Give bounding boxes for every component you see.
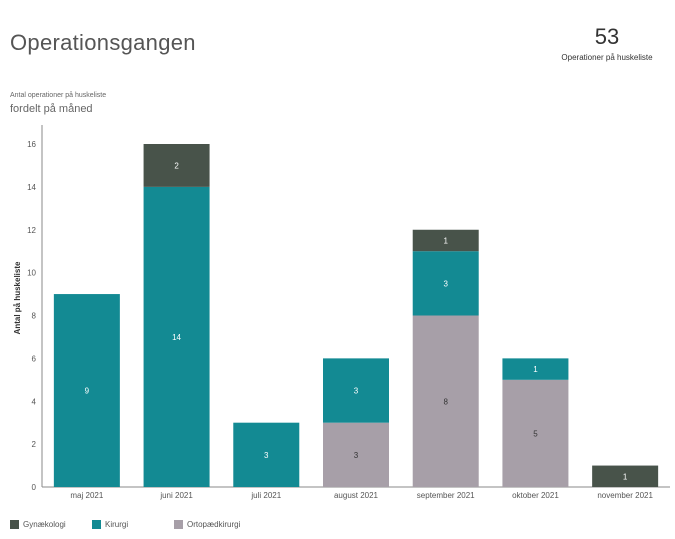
bar-value-label: 8 [443, 397, 448, 406]
bar-value-label: 3 [354, 451, 359, 460]
legend-item-ortopaedkirurgi[interactable]: Ortopædkirurgi [174, 520, 241, 530]
legend-item-kirurgi[interactable]: Kirurgi [92, 520, 129, 530]
bar-value-label: 1 [623, 472, 628, 481]
bar-segment [502, 379, 569, 487]
legend-label: Gynækologi [23, 520, 66, 529]
x-tick-label: juni 2021 [159, 491, 193, 500]
legend-swatch [92, 520, 101, 530]
bar-value-label: 3 [264, 451, 269, 460]
x-tick-label: september 2021 [417, 491, 475, 500]
bar-segment [53, 294, 120, 487]
bar-segment [143, 144, 210, 187]
y-tick-label: 2 [32, 440, 37, 449]
y-tick-label: 16 [27, 140, 36, 149]
legend-item-gynaekologi[interactable]: Gynækologi [10, 520, 66, 530]
bar-segment [233, 422, 300, 487]
x-tick-label: november 2021 [597, 491, 653, 500]
kpi-total-value: 53 [594, 24, 620, 49]
bar-value-label: 2 [174, 161, 179, 170]
bar-segment [502, 358, 569, 380]
bar-segment [323, 358, 389, 423]
bar-segment [412, 315, 479, 487]
legend-swatch [174, 520, 183, 530]
y-axis-title: Antal på huskeliste [13, 261, 22, 334]
bar-value-label: 3 [354, 387, 359, 396]
bar-segment [412, 251, 479, 316]
y-tick-label: 6 [32, 354, 37, 363]
bar-segment [323, 422, 389, 487]
kpi-total-label: Operationer på huskeliste [561, 53, 653, 62]
bar-value-label: 9 [85, 387, 90, 396]
legend-label: Kirurgi [105, 520, 129, 529]
y-tick-label: 10 [27, 269, 36, 278]
legend-label: Ortopædkirurgi [187, 520, 241, 529]
x-tick-label: maj 2021 [70, 491, 103, 500]
y-tick-label: 0 [32, 483, 37, 492]
x-tick-label: juli 2021 [250, 491, 281, 500]
bar-value-label: 14 [172, 333, 181, 342]
x-tick-label: oktober 2021 [512, 491, 559, 500]
y-tick-label: 12 [27, 226, 36, 235]
bar-value-label: 1 [443, 236, 448, 245]
page-title: Operationsgangen [10, 30, 196, 55]
bar-segment [143, 186, 210, 487]
legend-swatch [10, 520, 19, 530]
bar-segment [412, 229, 479, 252]
chart-subtitle-small: Antal operationer på huskeliste [10, 92, 107, 99]
bar-value-label: 3 [443, 279, 448, 288]
y-tick-label: 8 [32, 312, 37, 321]
bar-segment [592, 465, 659, 487]
y-tick-label: 14 [27, 183, 36, 192]
bar-value-label: 1 [533, 365, 538, 374]
bar-value-label: 5 [533, 429, 538, 438]
chart-subtitle: fordelt på måned [10, 103, 93, 115]
x-tick-label: august 2021 [334, 491, 379, 500]
y-tick-label: 4 [32, 397, 37, 406]
